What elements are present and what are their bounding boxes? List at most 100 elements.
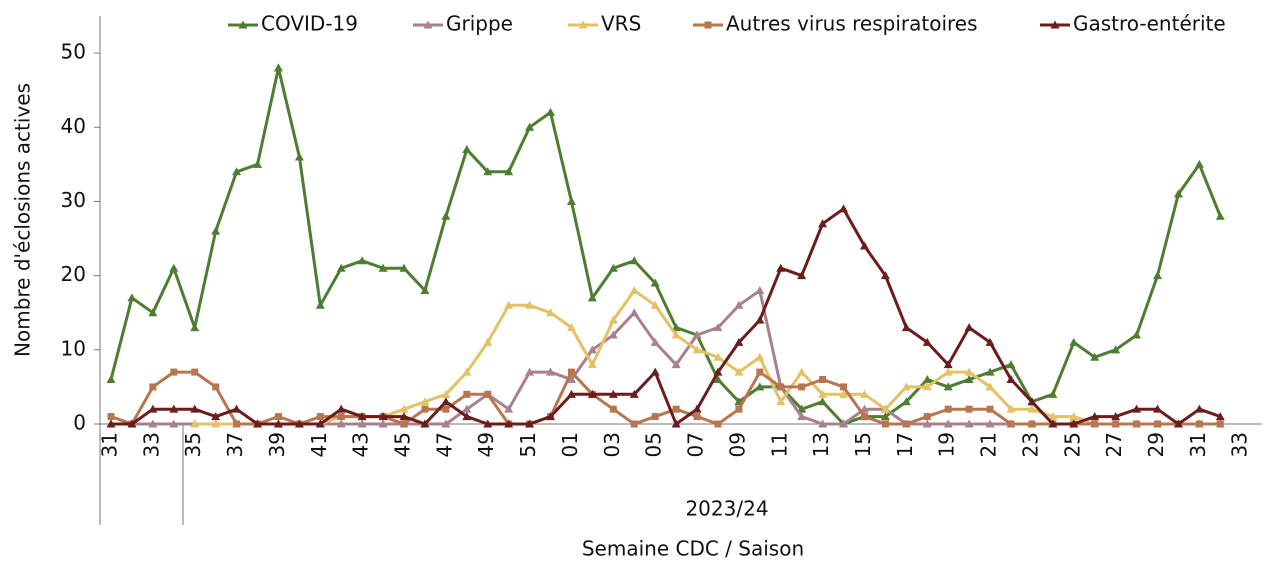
point (880, 404, 890, 413)
point (943, 419, 953, 428)
point (797, 367, 807, 376)
point (630, 420, 638, 428)
point (399, 404, 409, 413)
point (483, 167, 493, 176)
point (944, 405, 952, 413)
point (441, 211, 451, 220)
point (191, 368, 199, 376)
point (818, 389, 828, 398)
point (839, 419, 849, 428)
point (922, 337, 932, 346)
point (1153, 404, 1162, 413)
point (190, 404, 200, 413)
legend-label: COVID-19 (261, 12, 358, 36)
point (1153, 271, 1162, 280)
legend-item: Grippe (413, 12, 513, 36)
point (148, 308, 158, 317)
point (776, 263, 786, 272)
point (734, 367, 744, 376)
point (315, 419, 325, 428)
point (294, 419, 304, 428)
y-tick-label: 20 (61, 262, 86, 286)
point (149, 383, 157, 391)
x-tick-label: 33 (1228, 432, 1252, 457)
point (566, 323, 576, 332)
point (525, 367, 535, 376)
point (107, 413, 115, 421)
point (1195, 420, 1203, 428)
point (378, 419, 388, 428)
legend-label: VRS (601, 12, 641, 36)
point (211, 412, 221, 421)
point (839, 204, 849, 213)
point (294, 152, 304, 161)
point (546, 308, 556, 317)
point (504, 167, 514, 176)
point (755, 285, 765, 294)
point (608, 315, 618, 324)
point (1069, 337, 1079, 346)
point (1133, 420, 1141, 428)
point (943, 367, 953, 376)
legend-item: VRS (568, 12, 641, 36)
point (399, 263, 409, 272)
legend-marker (238, 20, 248, 29)
x-tick-label: 23 (1018, 432, 1042, 457)
point (859, 241, 869, 250)
point (881, 420, 889, 428)
x-tick-label: 11 (767, 432, 791, 457)
x-tick-label: 03 (600, 432, 624, 457)
x-tick-label: 21 (977, 432, 1001, 457)
point (1007, 420, 1015, 428)
x-tick-label: 29 (1144, 432, 1168, 457)
point (420, 419, 430, 428)
point (692, 330, 702, 339)
x-tick-label: 09 (725, 432, 749, 457)
point (671, 360, 681, 369)
legend-marker (1050, 20, 1060, 29)
x-tick-label: 15 (851, 432, 875, 457)
point (797, 412, 807, 421)
point (986, 405, 994, 413)
x-tick-label: 37 (223, 432, 247, 457)
point (901, 397, 911, 406)
point (441, 419, 451, 428)
point (525, 300, 535, 309)
point (1006, 374, 1016, 383)
point (233, 420, 241, 428)
point (504, 300, 514, 309)
legend-item: Gastro-entérite (1040, 12, 1226, 36)
point (441, 397, 451, 406)
point (964, 419, 974, 428)
x-axis-title: Semaine CDC / Saison (582, 537, 804, 561)
point (922, 374, 932, 383)
point (148, 419, 158, 428)
point (797, 404, 807, 413)
point (672, 405, 680, 413)
point (484, 390, 492, 398)
y-tick-label: 30 (61, 188, 86, 212)
point (504, 404, 514, 413)
point (734, 337, 744, 346)
point (525, 419, 535, 428)
point (1111, 345, 1121, 354)
point (609, 405, 617, 413)
point (777, 383, 785, 391)
x-tick-label: 41 (307, 432, 331, 457)
point (336, 404, 346, 413)
point (880, 271, 890, 280)
point (840, 383, 848, 391)
x-tick-label: 01 (558, 432, 582, 457)
point (483, 337, 493, 346)
point (629, 285, 639, 294)
point (546, 412, 556, 421)
point (756, 368, 764, 376)
point (462, 367, 472, 376)
point (964, 374, 974, 383)
point (839, 389, 849, 398)
point (818, 219, 828, 228)
point (985, 367, 995, 376)
point (671, 323, 681, 332)
legend-marker (423, 20, 433, 29)
